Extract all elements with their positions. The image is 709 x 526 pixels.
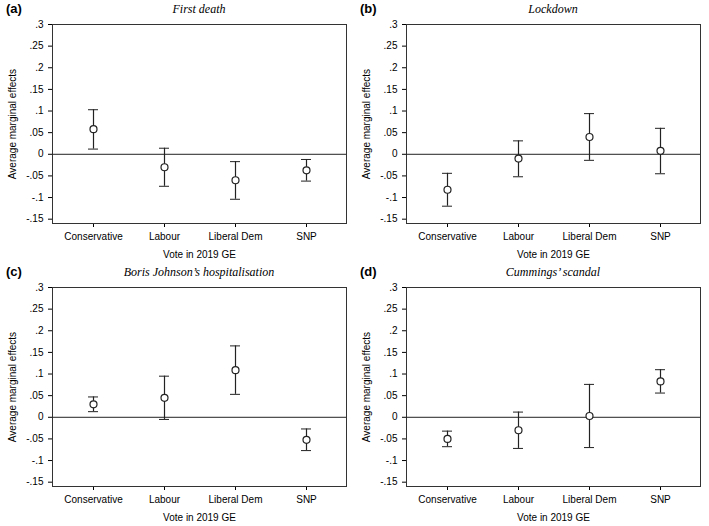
svg-text:-.05: -.05 [380,433,398,444]
svg-text:SNP: SNP [650,231,671,242]
svg-text:Average marginal effects: Average marginal effects [361,69,372,179]
svg-text:.1: .1 [35,368,44,379]
svg-text:.25: .25 [30,303,44,314]
svg-text:Labour: Labour [149,494,181,505]
svg-text:Liberal Dem: Liberal Dem [209,494,263,505]
svg-text:-.1: -.1 [386,455,398,466]
svg-text:.2: .2 [35,62,44,73]
svg-text:.3: .3 [389,282,398,293]
svg-text:-.15: -.15 [26,476,44,487]
svg-text:-.1: -.1 [32,455,44,466]
svg-text:Average marginal effects: Average marginal effects [361,332,372,442]
svg-text:Vote in 2019 GE: Vote in 2019 GE [517,512,590,523]
svg-text:Vote in 2019 GE: Vote in 2019 GE [517,249,590,260]
svg-text:-.15: -.15 [380,476,398,487]
svg-text:.05: .05 [384,390,398,401]
svg-text:.15: .15 [384,84,398,95]
svg-text:.25: .25 [30,40,44,51]
svg-text:.25: .25 [384,40,398,51]
svg-text:SNP: SNP [296,231,317,242]
html-text:Cummings’ scandal: Cummings’ scandal [505,265,601,279]
svg-text:.3: .3 [389,19,398,30]
svg-text:SNP: SNP [296,494,317,505]
svg-text:-.05: -.05 [26,433,44,444]
svg-text:Average marginal effects: Average marginal effects [7,332,18,442]
svg-text:0: 0 [392,411,398,422]
html-text:(d): (d) [360,264,377,279]
svg-text:.1: .1 [389,105,398,116]
svg-text:.3: .3 [35,282,44,293]
svg-text:SNP: SNP [650,494,671,505]
svg-text:.05: .05 [30,127,44,138]
svg-text:0: 0 [38,148,44,159]
svg-text:-.05: -.05 [380,170,398,181]
svg-text:Labour: Labour [149,231,181,242]
svg-text:Liberal Dem: Liberal Dem [209,231,263,242]
html-text:Lockdown: Lockdown [528,2,578,16]
svg-text:.3: .3 [35,19,44,30]
svg-text:.2: .2 [389,62,398,73]
svg-text:0: 0 [38,411,44,422]
svg-text:-.05: -.05 [26,170,44,181]
svg-text:.2: .2 [35,325,44,336]
html-text:Boris Johnson’s hospitalisatio: Boris Johnson’s hospitalisation [123,265,275,279]
svg-text:Conservative: Conservative [418,494,477,505]
svg-text:.25: .25 [384,303,398,314]
svg-text:.15: .15 [30,84,44,95]
html-text:First death: First death [172,2,226,16]
svg-text:Conservative: Conservative [418,231,477,242]
svg-text:.1: .1 [35,105,44,116]
svg-text:Average marginal effects: Average marginal effects [7,69,18,179]
svg-text:Labour: Labour [503,494,535,505]
svg-text:Labour: Labour [503,231,535,242]
svg-text:-.1: -.1 [386,192,398,203]
svg-text:Vote in 2019 GE: Vote in 2019 GE [163,512,236,523]
svg-text:-.1: -.1 [32,192,44,203]
html-text:(c): (c) [6,264,22,279]
svg-text:.05: .05 [384,127,398,138]
svg-text:Conservative: Conservative [64,494,123,505]
svg-text:0: 0 [392,148,398,159]
svg-text:.2: .2 [389,325,398,336]
svg-text:Liberal Dem: Liberal Dem [563,494,617,505]
svg-text:-.15: -.15 [26,213,44,224]
svg-text:Conservative: Conservative [64,231,123,242]
html-text:(a): (a) [6,1,22,16]
svg-text:Vote in 2019 GE: Vote in 2019 GE [163,249,236,260]
svg-text:.15: .15 [384,347,398,358]
svg-text:-.15: -.15 [380,213,398,224]
svg-text:.1: .1 [389,368,398,379]
svg-text:.05: .05 [30,390,44,401]
svg-text:.15: .15 [30,347,44,358]
html-text:(b): (b) [360,1,377,16]
svg-text:Liberal Dem: Liberal Dem [563,231,617,242]
